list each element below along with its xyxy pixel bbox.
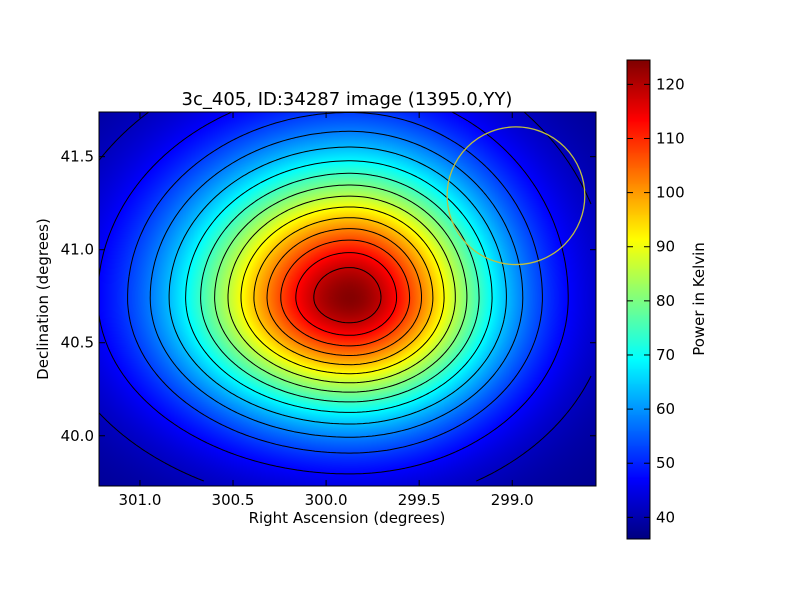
y-tick-label: 41.0	[61, 241, 94, 259]
heatmap-image	[99, 112, 596, 486]
colorbar-tick-label: 50	[656, 454, 675, 472]
heatmap-plot: 301.0 300.5 300.0 299.5 299.0 40.0 40.5 41.0 41…	[34, 89, 596, 527]
x-tick-label: 300.5	[212, 491, 255, 509]
y-tick-label: 40.5	[61, 334, 94, 352]
chart-title: 3c_405, ID:34287 image (1395.0,YY)	[182, 89, 513, 110]
colorbar-tick-label: 90	[656, 238, 675, 256]
x-axis-label: Right Ascension (degrees)	[249, 509, 446, 527]
colorbar-label: Power in Kelvin	[690, 242, 708, 356]
y-tick-label: 41.5	[61, 148, 94, 166]
colorbar-tick-label: 100	[656, 184, 685, 202]
colorbar-gradient	[627, 60, 650, 539]
colorbar-tick-label: 70	[656, 346, 675, 364]
figure: 301.0 300.5 300.0 299.5 299.0 40.0 40.5 41.0 41…	[0, 0, 800, 600]
x-tick-label: 299.0	[491, 491, 534, 509]
x-tick-label: 301.0	[118, 491, 161, 509]
colorbar-tick-label: 60	[656, 400, 675, 418]
colorbar-tick-label: 80	[656, 292, 675, 310]
colorbar: 40 50 60 70 80 90 100 110 120 Power in Kelvin	[627, 60, 708, 539]
x-tick-label: 300.0	[305, 491, 348, 509]
y-axis-label: Declination (degrees)	[34, 218, 52, 380]
colorbar-tick-label: 40	[656, 508, 675, 526]
x-tick-label: 299.5	[398, 491, 441, 509]
colorbar-tick-label: 120	[656, 75, 685, 93]
colorbar-tick-label: 110	[656, 129, 685, 147]
y-tick-label: 40.0	[61, 427, 94, 445]
